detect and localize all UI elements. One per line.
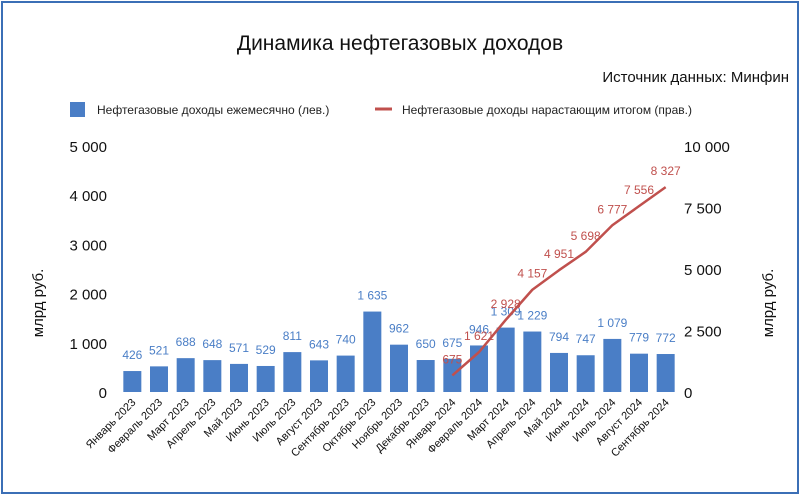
line-value-label: 2 928	[491, 297, 521, 311]
y-left-tick-label: 5 000	[69, 139, 107, 156]
bar-value-label: 946	[469, 322, 489, 336]
line-value-label: 675	[442, 352, 462, 366]
bar	[336, 355, 355, 392]
bar-value-label: 521	[149, 343, 169, 357]
bar	[390, 344, 408, 392]
bar-value-label: 571	[229, 341, 249, 355]
bar	[550, 352, 568, 392]
bar	[523, 331, 542, 392]
y-right-tick-label: 5 000	[684, 262, 722, 279]
bar	[256, 365, 275, 392]
y-right-axis-label: млрд руб.	[760, 269, 777, 338]
bar-value-label: 962	[389, 322, 409, 336]
legend-line-label: Нефтегазовые доходы нарастающим итогом (…	[402, 103, 692, 117]
bar-value-label: 688	[176, 335, 196, 349]
bar-value-label: 650	[416, 337, 436, 351]
bar-value-label: 648	[202, 337, 222, 351]
y-right-ticks: 0 2 500 5 000 7 500 10 000	[684, 139, 730, 402]
bar	[363, 311, 382, 392]
bars	[123, 311, 675, 392]
bar	[416, 360, 435, 392]
bar-value-label: 643	[309, 337, 329, 351]
cumulative-line-group	[451, 186, 667, 377]
bar	[496, 327, 515, 392]
y-left-tick-label: 2 000	[69, 287, 107, 304]
y-left-tick-label: 3 000	[69, 237, 107, 254]
bar	[576, 355, 595, 392]
y-left-tick-label: 1 000	[69, 336, 107, 353]
line-value-label: 4 157	[517, 267, 547, 281]
line-value-label: 7 556	[624, 183, 654, 197]
bar	[443, 358, 462, 392]
bar	[203, 360, 222, 392]
y-left-ticks: 0 1 000 2 000 3 000 4 000 5 000	[69, 139, 107, 402]
bar-value-label: 675	[442, 336, 462, 350]
legend-bar-swatch	[70, 102, 85, 117]
chart: Динамика нефтегазовых доходов Источник д…	[30, 32, 789, 460]
bar-value-label: 1 079	[597, 316, 627, 330]
bar-value-label: 426	[122, 348, 142, 362]
bar-value-label: 740	[336, 333, 356, 347]
bar	[630, 353, 648, 392]
bar-value-label: 1 635	[357, 289, 387, 303]
bar-labels: 426 521 688 648 571 529 811 643 740 1 635 962 650 67…	[122, 289, 676, 362]
y-left-axis-label: млрд руб.	[30, 269, 47, 338]
bar-value-label: 772	[656, 331, 676, 345]
line-value-label: 6 777	[597, 202, 627, 216]
bar-value-label: 747	[576, 332, 596, 346]
bar	[150, 366, 168, 392]
bar-value-label: 1 229	[517, 309, 547, 323]
bar	[230, 363, 248, 392]
legend-bar-label: Нефтегазовые доходы ежемесячно (лев.)	[97, 103, 329, 117]
bar-value-label: 529	[256, 343, 276, 357]
bar	[283, 352, 302, 392]
bar-value-label: 1 309	[491, 305, 521, 319]
y-left-tick-label: 0	[99, 385, 107, 402]
bar	[656, 354, 675, 392]
y-right-tick-label: 0	[684, 385, 692, 402]
chart-source: Источник данных: Минфин	[602, 69, 789, 86]
bar	[176, 358, 195, 392]
y-right-tick-label: 7 500	[684, 201, 722, 218]
line-value-label: 4 951	[544, 247, 574, 261]
line-value-label: 8 327	[651, 164, 681, 178]
bar-value-label: 779	[629, 331, 649, 345]
y-right-tick-label: 2 500	[684, 324, 722, 341]
y-left-tick-label: 4 000	[69, 188, 107, 205]
chart-title: Динамика нефтегазовых доходов	[237, 32, 563, 55]
bar-value-label: 811	[283, 329, 302, 343]
bar	[310, 360, 328, 392]
line-value-label: 1 621	[464, 329, 494, 343]
bar	[123, 371, 142, 392]
bar-value-label: 794	[549, 330, 569, 344]
bar	[603, 338, 622, 392]
y-right-tick-label: 10 000	[684, 139, 730, 156]
cumulative-line	[451, 186, 667, 377]
line-value-label: 5 698	[571, 229, 601, 243]
